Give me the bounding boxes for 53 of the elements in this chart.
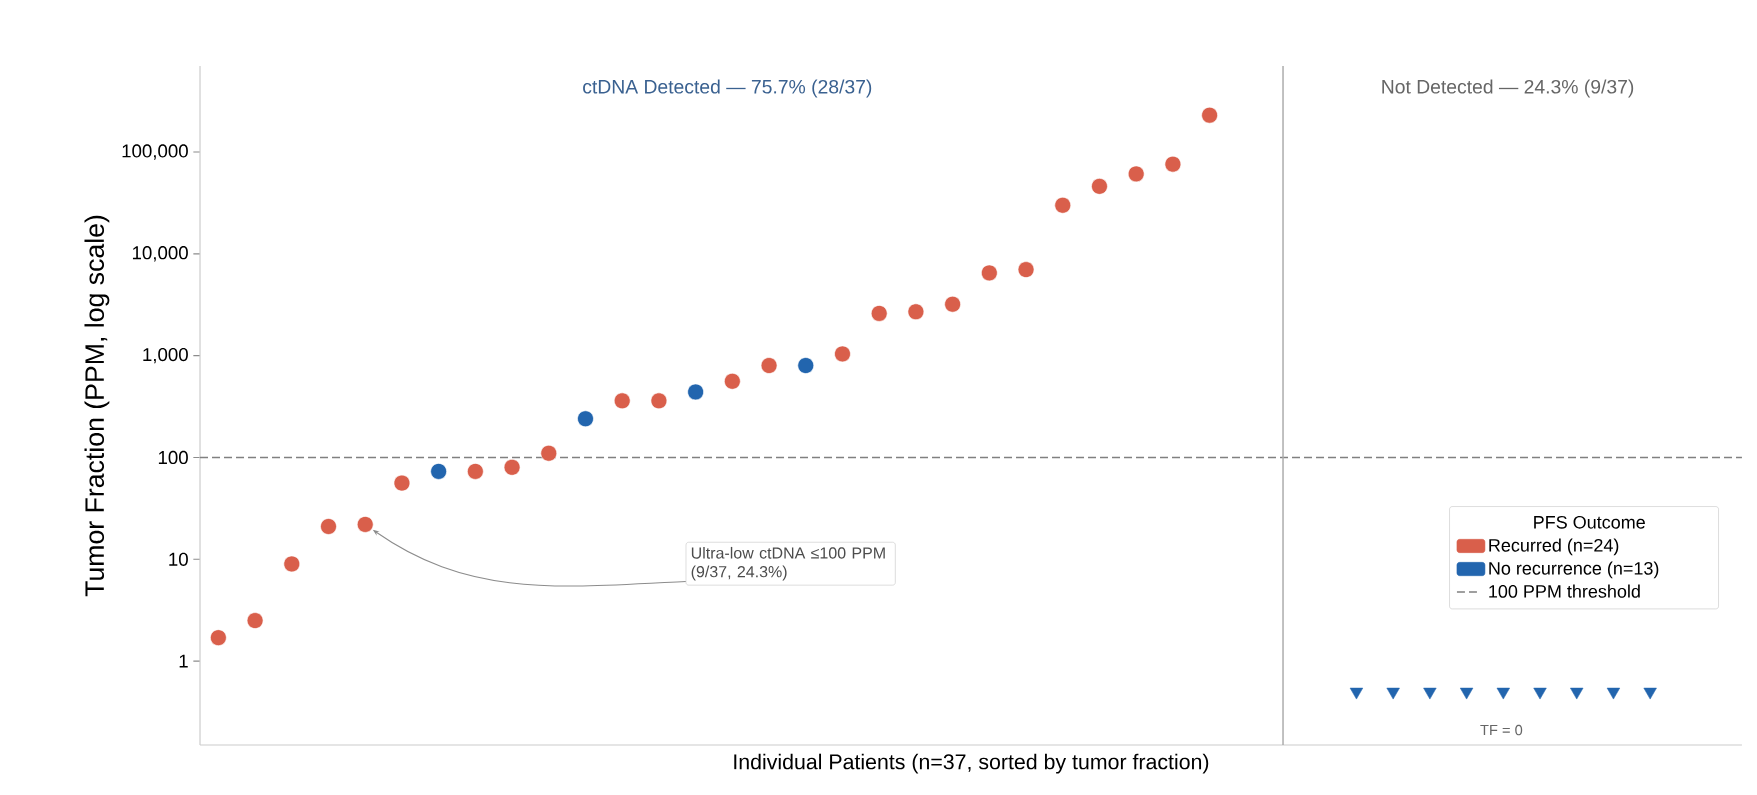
- annotation: TF = 0: [1480, 724, 1523, 736]
- annotation: Ultra-low ctDNA ≤100 PPM (9/37, 24.3%): [691, 546, 885, 581]
- point: [1127, 165, 1145, 183]
- point: [980, 264, 998, 282]
- point: [907, 303, 925, 321]
- point: [1201, 106, 1218, 124]
- point: [283, 555, 301, 573]
- point: [1533, 687, 1547, 700]
- point: [210, 629, 227, 646]
- point: [650, 392, 668, 410]
- point: [430, 463, 447, 480]
- x-axis-title: Individual Patients (n=37, sorted by tumor fraction): [734, 753, 1209, 774]
- y-tick-label: 100: [158, 450, 188, 465]
- y-tick-label: 10,000: [132, 246, 188, 262]
- point: [1349, 687, 1364, 700]
- y-tick-label: 1,000: [143, 347, 188, 364]
- legend-title: PFS Outcome: [1534, 515, 1645, 529]
- y-axis-title: Tumor Fraction (PPM, log scale): [84, 215, 110, 597]
- legend-label: Recurred (n=24): [1489, 538, 1619, 556]
- point: [1459, 687, 1474, 700]
- point: [613, 392, 631, 410]
- point: [503, 459, 521, 476]
- legend-label: No recurrence (n=13): [1489, 561, 1659, 579]
- point: [356, 516, 374, 533]
- point: [246, 612, 264, 629]
- y-tick-label: 100,000: [122, 144, 188, 160]
- point: [1386, 687, 1400, 700]
- annotation: Not Detected — 24.3% (9/37): [1382, 79, 1634, 98]
- point: [1423, 687, 1437, 700]
- point: [1496, 687, 1510, 700]
- point: [760, 357, 778, 374]
- y-tick-label: 1: [179, 654, 188, 668]
- y-tick-label: 10: [169, 552, 188, 566]
- point: [1606, 687, 1621, 700]
- annotation: ctDNA Detected — 75.7% (28/37): [583, 79, 872, 98]
- point: [1643, 687, 1657, 700]
- point: [393, 474, 411, 492]
- point: [467, 463, 484, 480]
- point: [540, 444, 558, 462]
- point: [834, 345, 851, 363]
- point: [577, 410, 594, 428]
- point: [797, 357, 815, 374]
- point: [944, 295, 961, 313]
- point: [1091, 178, 1108, 195]
- point: [1054, 196, 1072, 214]
- point: [320, 518, 337, 535]
- point: [687, 383, 704, 401]
- legend-label: 100 PPM threshold: [1489, 584, 1640, 598]
- point: [1164, 155, 1182, 173]
- point: [1570, 687, 1584, 700]
- point: [724, 372, 741, 390]
- point: [1017, 261, 1035, 278]
- point: [870, 305, 888, 322]
